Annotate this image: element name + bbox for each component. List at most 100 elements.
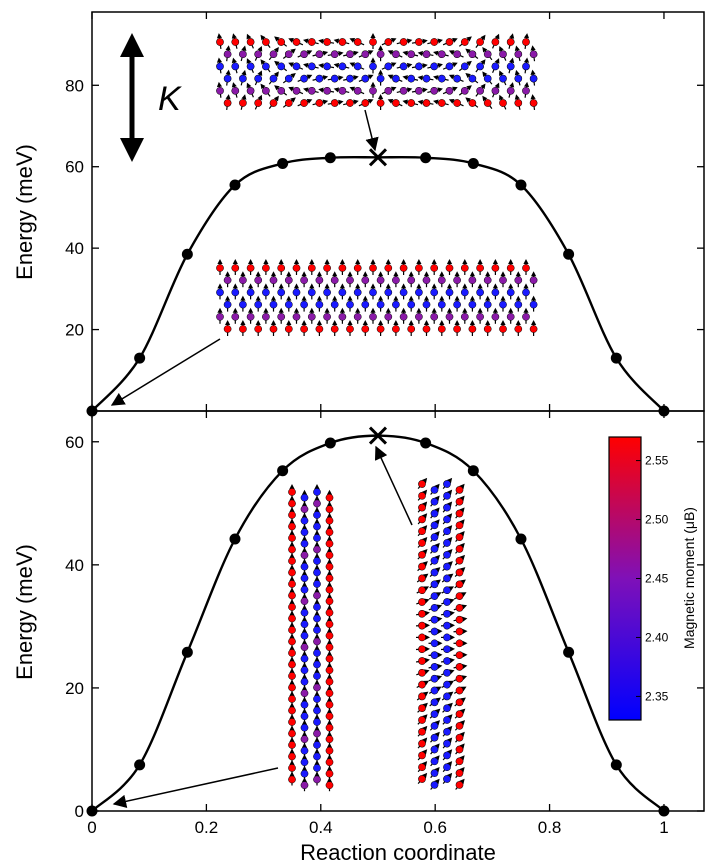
spin-glyph [323,283,331,300]
spin-glyph [246,33,255,49]
spin-glyph [468,295,477,312]
spin-glyph [465,48,479,60]
spin-glyph [529,94,538,111]
spin-glyph [381,86,397,95]
spin-glyph [455,507,465,519]
spin-glyph [482,95,493,109]
spin-glyph [260,34,271,48]
spin-glyph [313,771,321,786]
spin-glyph [223,295,232,312]
spin-glyph [475,83,486,97]
spin-glyph [441,691,454,701]
spin-glyph [455,766,465,779]
spin-glyph [417,549,428,560]
spin-glyph [315,295,324,312]
spin-glyph [277,259,286,275]
spin-glyph [437,271,446,288]
spin-glyph [369,283,377,300]
y-tick-label: 0 [75,802,84,821]
spin-glyph [269,271,278,288]
spin-glyph [288,691,296,705]
spin-glyph [448,98,464,107]
spin-glyph [417,561,428,572]
spin-glyph [491,58,500,74]
spin-column-saddle-inset [415,477,468,790]
spin-glyph [262,283,270,300]
data-point [563,248,575,260]
spin-glyph [491,33,500,49]
spin-glyph [268,95,279,109]
spin-glyph [300,271,308,288]
spin-glyph [284,271,293,288]
spin-glyph [416,680,430,689]
spin-glyph [318,86,335,95]
spin-glyph [288,771,296,786]
spin-glyph [260,59,271,73]
spin-glyph [416,573,429,583]
spin-glyph [399,259,408,275]
spin-glyph [430,731,440,743]
spin-glyph [491,283,500,300]
spin-glyph [499,295,507,312]
spin-glyph [384,307,393,324]
spin-glyph [428,604,443,612]
spin-glyph [223,94,232,111]
spin-glyph [453,627,468,636]
spin-glyph [429,567,441,578]
colorbar-tick-label: 2.40 [645,630,669,644]
spin-glyph [442,489,453,501]
y-tick-label: 20 [65,321,84,340]
spin-glyph [297,74,313,83]
spin-glyph [411,38,428,46]
spin-glyph [415,259,423,275]
spin-glyph [417,537,428,548]
spin-glyph [396,62,413,71]
spin-glyph [428,627,443,636]
spin-glyph [475,59,486,73]
spin-glyph [453,686,467,695]
spin-glyph [415,657,430,665]
spin-glyph [491,307,500,324]
spin-glyph [399,283,408,300]
spin-glyph [442,772,453,784]
spin-glyph [417,761,428,773]
spin-glyph [292,259,301,275]
spin-glyph [407,295,416,312]
bottom-ground-pointer-arrow [112,767,279,808]
spin-glyph [269,320,278,336]
spin-glyph [445,283,454,300]
spin-glyph [429,697,441,707]
spin-glyph [274,60,288,72]
spin-glyph [445,259,454,275]
colorbar-tick-label: 2.55 [645,454,669,468]
spin-glyph [529,295,538,312]
spin-glyph [392,320,400,336]
spin-glyph [333,86,350,95]
top-x-ticks [91,12,665,411]
spin-glyph [415,307,423,324]
spin-glyph [268,47,279,61]
y-tick-label: 40 [65,239,84,258]
data-point [134,352,146,364]
spin-glyph [239,69,247,86]
spin-glyph [303,62,319,71]
spin-glyph [453,604,468,612]
spin-glyph [369,259,377,275]
top-y-ticks: 20 40 60 80 [65,76,704,340]
spin-glyph [453,271,461,288]
spin-glyph [343,99,359,107]
spin-glyph [300,742,309,757]
spin-glyph [325,604,334,619]
spin-glyph [455,743,465,755]
spin-glyph [407,320,416,336]
spin-glyph [307,307,316,324]
y-tick-label: 60 [65,433,84,452]
spin-glyph [288,737,296,751]
data-point [420,152,432,164]
spin-glyph [465,97,479,108]
spin-glyph [369,33,377,49]
spin-glyph [453,592,467,600]
spin-glyph [330,295,339,312]
spin-glyph [338,259,347,275]
spin-glyph [476,283,484,300]
